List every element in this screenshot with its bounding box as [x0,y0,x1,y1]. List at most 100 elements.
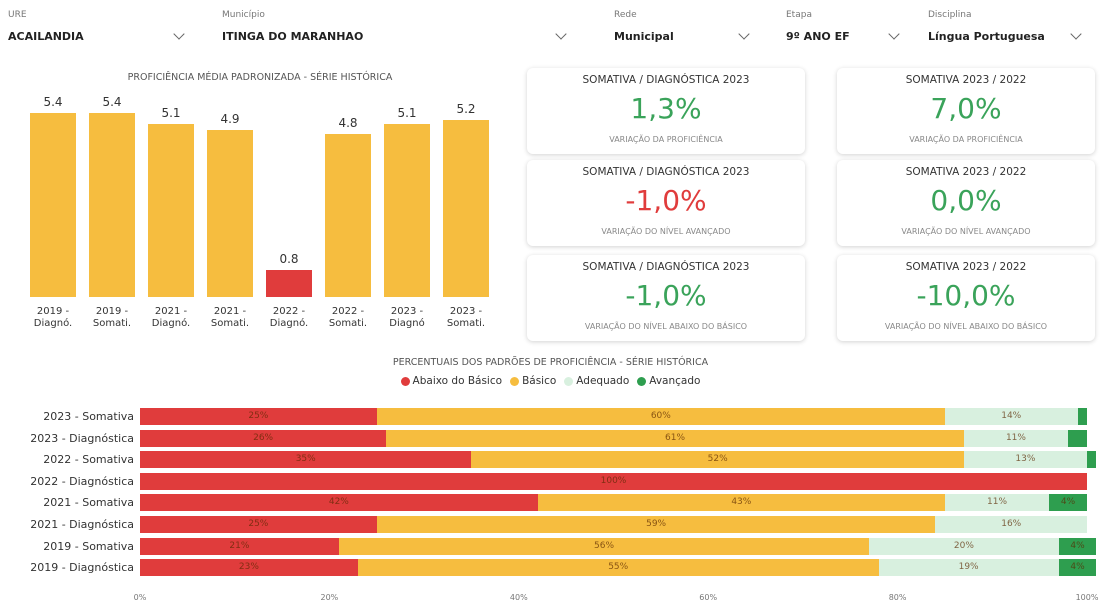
bar-segment [1068,429,1087,447]
bar-value-label: 59% [646,519,667,529]
kpi-title: SOMATIVA 2023 / 2022 [905,261,1027,273]
kpi-card: SOMATIVA 2023 / 2022 7,0% VARIAÇÃO DA PROF… [837,68,1095,154]
bar-value-label: 11% [987,497,1008,508]
bar-value-label: 60% [650,411,671,421]
bar-value-label: 0.8 [279,251,299,266]
bar-value-label: 55% [608,562,629,573]
x-tick-label: 2019 - Somati. [92,306,132,329]
bar-value-label: 5.4 [102,95,122,110]
filter-chevron[interactable] [1070,28,1082,40]
bar-value-label: 4% [1060,497,1076,508]
kpi-card: SOMATIVA / DIAGNÓSTICA 2023 -1,0% VARIAÇÃO… [527,160,805,246]
kpi-caption: VARIAÇÃO DA PROFICIÊNCIA [909,135,1023,144]
kpi-value: 0,0% [930,184,1002,217]
bar-segment: 59% [376,516,936,533]
bar-value-label: 5.1 [161,105,181,120]
kpi-title: SOMATIVA 2023 / 2022 [905,74,1027,86]
y-tick-label: 2022 - Diagnóstica [30,474,134,488]
bar-segment: 42% [140,494,538,512]
filter-value: ITINGA DO MARANHAO [222,30,364,43]
bar [384,123,430,297]
legend-label: Abaixo do Básico [412,375,503,387]
x-tick-label: 2023 - Diagnó [389,306,425,329]
bar-segment [1087,451,1097,469]
filter-label: Disciplina [928,10,972,20]
y-tick-label: 2019 - Diagnóstica [30,561,134,575]
x-tick-label: 100% [1075,593,1099,602]
x-tick-label: 2019 - Diagnó. [33,306,73,329]
kpi-card: SOMATIVA 2023 / 2022 0,0% VARIAÇÃO DO NÍVE… [837,160,1095,246]
bar-segment: 11% [944,494,1050,512]
legend-swatch [510,376,520,386]
filter-chevron[interactable] [173,28,185,40]
kpi-title: SOMATIVA / DIAGNÓSTICA 2023 [582,166,750,178]
bar-value-label: 11% [1005,432,1026,443]
chart-title: PROFICIÊNCIA MÉDIA PADRONIZADA - SÉRIE H… [127,72,393,83]
bar-value-label: 61% [665,432,686,443]
bar [443,120,489,297]
legend-item: Avançado [637,375,700,387]
bar-segment: 35% [140,451,472,469]
filter-label: Município [222,10,265,20]
legend-swatch [637,376,647,386]
bar-value-label: 23% [238,562,259,573]
y-tick-label: 2021 - Somativa [43,496,134,510]
y-tick-label: 2023 - Somativa [43,410,134,423]
filter-label: Rede [614,10,637,20]
kpi-title: SOMATIVA 2023 / 2022 [905,166,1027,178]
y-tick-label: 2022 - Somativa [43,453,134,467]
bar-segment: 16% [935,516,1087,533]
bar-value-label: 21% [229,540,250,551]
x-tick-label: 40% [509,593,528,602]
chart-title: PERCENTUAIS DOS PADRÕES DE PROFICIÊNCIA … [392,357,709,368]
bar-value-label: 43% [731,497,752,508]
kpi-caption: VARIAÇÃO DO NÍVEL ABAIXO DO BÁSICO [584,322,748,331]
x-tick-label: 60% [699,593,718,602]
kpi-value: -1,0% [625,184,707,217]
bar-segment: 61% [386,429,964,447]
kpi-value: 7,0% [930,92,1002,125]
bar-value-label: 20% [953,540,974,551]
bar-segment: 4% [1058,559,1097,577]
kpi-card: SOMATIVA / DIAGNÓSTICA 2023 -1,0% VARIAÇÃO… [527,255,805,341]
bar-value-label: 25% [248,411,269,421]
filter-chevron[interactable] [888,28,900,40]
filter-label: URE [8,10,27,20]
bar-value-label: 16% [1001,519,1022,529]
legend-label: Adequado [576,375,630,387]
kpi-caption: VARIAÇÃO DO NÍVEL AVANÇADO [601,227,731,236]
kpi-value: 1,3% [630,92,702,125]
legend-item: Abaixo do Básico [400,375,503,387]
legend-swatch [564,376,574,386]
filter-value: Municipal [614,30,674,43]
bar-value-label: 35% [295,454,316,465]
x-tick-label: 0% [133,593,147,602]
bar-segment: 21% [140,537,339,555]
bar [266,269,312,297]
y-tick-label: 2021 - Diagnóstica [30,518,134,531]
filter-chevron[interactable] [555,28,567,40]
bar-value-label: 56% [594,540,615,551]
legend-item: Básico [510,375,556,387]
bar-segment: 26% [140,429,387,447]
x-tick-label: 20% [320,593,339,602]
filter-chevron[interactable] [738,28,750,40]
bar-value-label: 100% [600,475,627,486]
bar-segment: 19% [878,559,1059,577]
kpi-title: SOMATIVA / DIAGNÓSTICA 2023 [582,261,750,273]
bar-segment: 52% [471,451,964,469]
bar-segment [1077,408,1087,425]
bar-value-label: 13% [1015,454,1036,465]
kpi-caption: VARIAÇÃO DO NÍVEL AVANÇADO [901,227,1031,236]
kpi-caption: VARIAÇÃO DA PROFICIÊNCIA [609,135,723,144]
x-tick-label: 2023 - Somati. [446,306,486,329]
bar-value-label: 4% [1070,540,1085,551]
x-tick-label: 80% [888,593,907,602]
filter-value: Língua Portuguesa [928,30,1045,43]
bar-segment: 60% [376,408,945,425]
y-tick-label: 2023 - Diagnóstica [30,431,134,445]
filter-value: 9º ANO EF [786,30,850,43]
kpi-card: SOMATIVA 2023 / 2022 -10,0% VARIAÇÃO DO NÍ… [837,255,1095,341]
bar-value-label: 5.2 [456,102,476,117]
